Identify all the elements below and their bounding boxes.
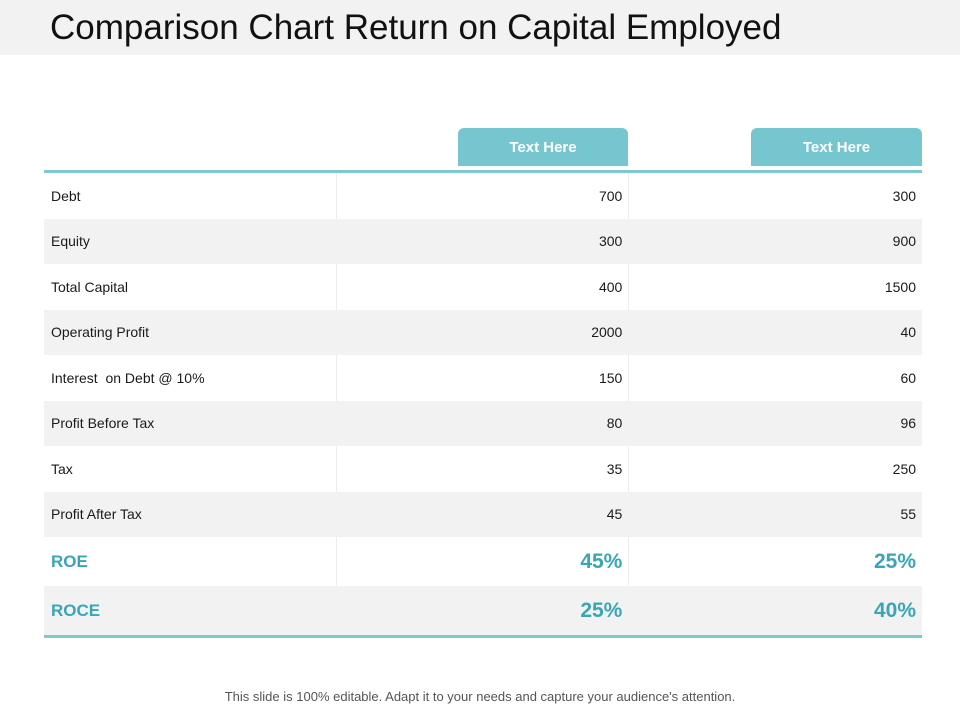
row-label: Debt xyxy=(44,173,337,219)
row-value-col2: 250 xyxy=(892,460,917,477)
column-header-1: Text Here xyxy=(458,128,628,166)
row-value-col1: 25% xyxy=(337,586,630,635)
comparison-table: Debt 700 300 Equity 300 900 Total Capita… xyxy=(44,170,922,638)
row-value-col2: 40 xyxy=(900,324,917,341)
row-value-col2: 1500 xyxy=(884,278,917,295)
title-bar: Comparison Chart Return on Capital Emplo… xyxy=(0,0,960,55)
table-row-equity: Equity 300 900 xyxy=(44,218,922,264)
row-label: Equity xyxy=(44,218,337,264)
page-title: Comparison Chart Return on Capital Emplo… xyxy=(50,8,782,47)
row-value-col1: 35 xyxy=(337,446,630,492)
table-row-profit-before-tax: Profit Before Tax 80 96 xyxy=(44,400,922,446)
row-value-col2: 55 xyxy=(900,506,917,523)
row-value-col2: 25% xyxy=(873,549,917,573)
table-row-total-capital: Total Capital 400 1500 xyxy=(44,264,922,310)
row-label: Operating Profit xyxy=(44,309,337,355)
row-value-col1: 45 xyxy=(337,491,630,537)
table-row-roe: ROE 45% 25% xyxy=(44,537,922,586)
row-value-col2: 40% xyxy=(873,598,917,622)
row-label: Tax xyxy=(44,446,337,492)
table-row-roce: ROCE 25% 40% xyxy=(44,586,922,635)
row-label: ROCE xyxy=(44,586,337,635)
row-value-col1: 45% xyxy=(337,537,630,586)
table-row-tax: Tax 35 250 xyxy=(44,446,922,492)
footer-note: This slide is 100% editable. Adapt it to… xyxy=(224,689,736,704)
row-value-col1: 150 xyxy=(337,355,630,401)
row-value-col2: 96 xyxy=(900,415,917,432)
table-row-debt: Debt 700 300 xyxy=(44,173,922,219)
row-value-col1: 400 xyxy=(337,264,630,310)
row-value-col2: 900 xyxy=(892,233,917,250)
table-row-profit-after-tax: Profit After Tax 45 55 xyxy=(44,491,922,537)
table-row-interest-on-debt: Interest on Debt @ 10% 150 60 xyxy=(44,355,922,401)
row-label: ROE xyxy=(44,537,337,586)
row-label: Interest on Debt @ 10% xyxy=(44,355,337,401)
row-value-col1: 300 xyxy=(337,218,630,264)
row-value-col1: 80 xyxy=(337,400,630,446)
row-value-col1: 700 xyxy=(337,173,630,219)
row-value-col2: 60 xyxy=(900,369,917,386)
row-label: Profit After Tax xyxy=(44,491,337,537)
row-label: Total Capital xyxy=(44,264,337,310)
row-value-col1: 2000 xyxy=(337,309,630,355)
table-row-operating-profit: Operating Profit 2000 40 xyxy=(44,309,922,355)
row-label: Profit Before Tax xyxy=(44,400,337,446)
column-header-2: Text Here xyxy=(751,128,922,166)
row-value-col2: 300 xyxy=(892,187,917,204)
